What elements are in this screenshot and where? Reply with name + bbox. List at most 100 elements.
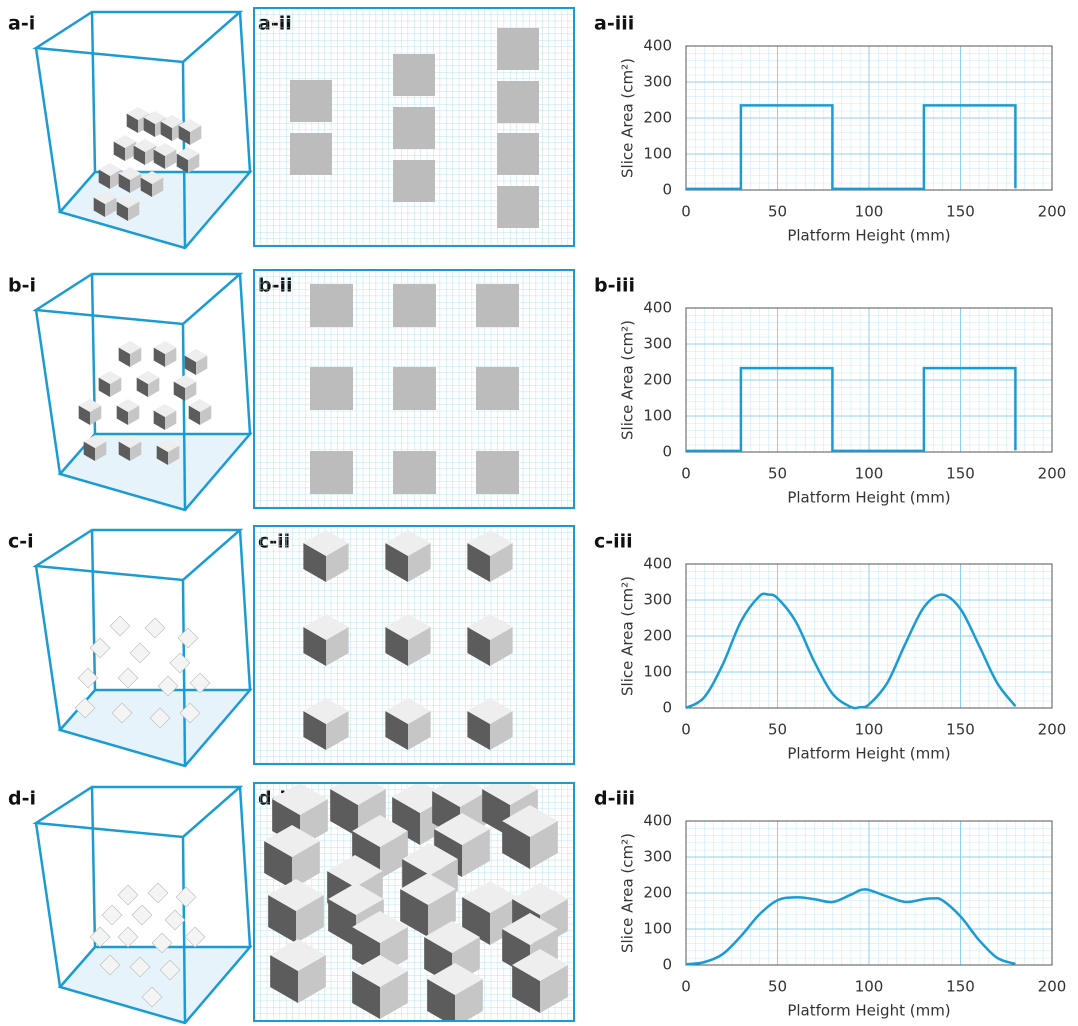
box-edge [36, 566, 60, 730]
slice-square [310, 451, 353, 494]
tile [132, 905, 152, 925]
tile [130, 643, 150, 663]
tile [90, 927, 110, 947]
y-tick-label: 0 [662, 443, 672, 461]
y-tick-label: 400 [643, 555, 672, 573]
x-axis-label: Platform Height (mm) [787, 489, 950, 507]
x-tick-label: 50 [768, 978, 787, 996]
box-edge [36, 310, 60, 474]
panel-label: d-iii [594, 788, 635, 810]
tile [170, 653, 190, 673]
panel-label: c-i [8, 531, 34, 553]
slice-square [497, 133, 539, 175]
slice-square [290, 133, 332, 175]
box-top [36, 12, 240, 62]
y-tick-label: 100 [643, 663, 672, 681]
slice-square [393, 54, 435, 96]
x-tick-label: 100 [855, 465, 884, 483]
slice-panel [310, 284, 519, 494]
x-tick-label: 50 [768, 203, 787, 221]
y-tick-label: 400 [643, 812, 672, 830]
y-tick-label: 400 [643, 299, 672, 317]
slice-square [393, 367, 436, 410]
x-tick-label: 0 [681, 465, 691, 483]
slice-square [497, 81, 539, 123]
box-edge [92, 787, 95, 947]
x-axis-label: Platform Height (mm) [787, 745, 950, 763]
slice-square [393, 451, 436, 494]
box-edge [240, 530, 250, 690]
x-axis-label: Platform Height (mm) [787, 1002, 950, 1020]
tile [118, 927, 138, 947]
y-tick-label: 200 [643, 109, 672, 127]
box-top [36, 530, 240, 580]
tile [185, 927, 205, 947]
box-edge [36, 823, 60, 987]
y-tick-label: 400 [643, 37, 672, 55]
x-tick-label: 200 [1038, 465, 1067, 483]
y-tick-label: 100 [643, 407, 672, 425]
y-tick-label: 300 [643, 591, 672, 609]
y-tick-label: 300 [643, 335, 672, 353]
tile [165, 910, 185, 930]
y-tick-label: 100 [643, 920, 672, 938]
slice-square [497, 28, 539, 70]
y-tick-label: 200 [643, 884, 672, 902]
box-edge [92, 12, 95, 172]
y-tick-label: 0 [662, 181, 672, 199]
tile [145, 618, 165, 638]
slice-square [476, 451, 519, 494]
slice-square [393, 160, 435, 202]
panel-label: a-iii [594, 13, 634, 35]
x-tick-label: 150 [946, 203, 975, 221]
box-edge [92, 530, 95, 690]
slice-square [476, 284, 519, 327]
panel-label: c-iii [594, 531, 633, 553]
x-tick-label: 100 [855, 978, 884, 996]
x-tick-label: 50 [768, 465, 787, 483]
slice-panel [303, 530, 512, 750]
tile [148, 883, 168, 903]
x-tick-label: 150 [946, 978, 975, 996]
tile [102, 905, 122, 925]
slice-square [310, 284, 353, 327]
y-tick-label: 300 [643, 848, 672, 866]
box-edge [240, 274, 250, 434]
tile [178, 628, 198, 648]
panel-label: a-i [8, 13, 35, 35]
x-tick-label: 100 [855, 721, 884, 739]
x-tick-label: 150 [946, 465, 975, 483]
tile [110, 616, 130, 636]
x-tick-label: 200 [1038, 978, 1067, 996]
tile [176, 887, 196, 907]
slice-square [497, 186, 539, 228]
x-tick-label: 0 [681, 721, 691, 739]
x-axis-label: Platform Height (mm) [787, 227, 950, 245]
x-tick-label: 50 [768, 721, 787, 739]
x-tick-label: 0 [681, 978, 691, 996]
slice-square [476, 367, 519, 410]
floor [60, 947, 250, 1023]
tile [118, 885, 138, 905]
y-tick-label: 200 [643, 627, 672, 645]
box-top [36, 274, 240, 324]
x-tick-label: 0 [681, 203, 691, 221]
slice-square [393, 107, 435, 149]
x-tick-label: 100 [855, 203, 884, 221]
box-edge [240, 787, 250, 947]
figure: a-ia-iia-iii0100200300400050100150200Pla… [0, 0, 1078, 1026]
slice-square [290, 80, 332, 122]
build-volume [36, 530, 250, 766]
y-tick-label: 0 [662, 699, 672, 717]
panel-label: d-i [8, 788, 36, 810]
y-tick-label: 0 [662, 956, 672, 974]
panel-label: b-iii [594, 275, 635, 297]
y-axis-label: Slice Area (cm²) [619, 58, 637, 178]
tile [118, 668, 138, 688]
y-axis-label: Slice Area (cm²) [619, 576, 637, 696]
slice-square [310, 367, 353, 410]
slice-square [393, 284, 436, 327]
x-tick-label: 200 [1038, 203, 1067, 221]
build-volume [36, 274, 250, 510]
y-tick-label: 100 [643, 145, 672, 163]
